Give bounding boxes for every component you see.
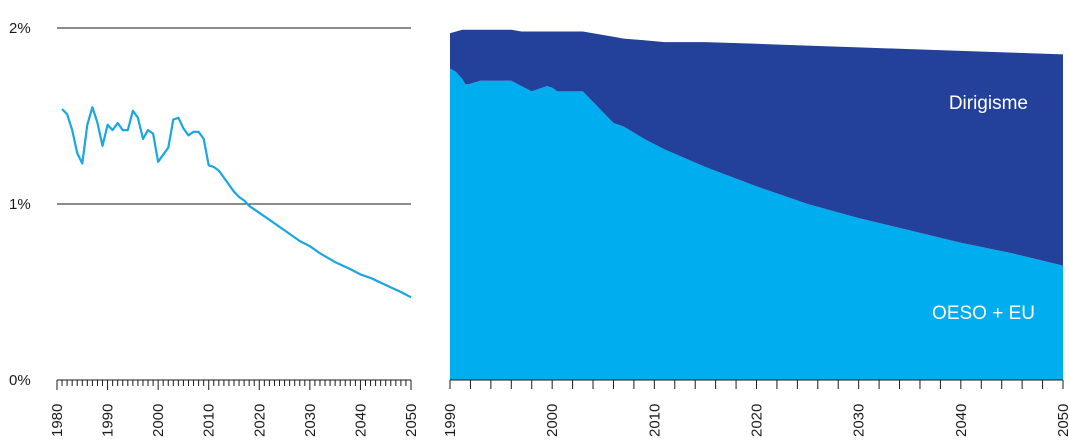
x-tick-label: 2020: [749, 404, 766, 437]
label-oeso-eu: OESO + EU: [932, 303, 1035, 324]
left-line-chart: 2% 1% 0% 1980 1990 2000 2010 2020 2030 2040 2050: [9, 20, 420, 437]
x-tick-label: 2030: [302, 404, 319, 437]
x-tick-label: 2000: [150, 404, 167, 437]
right-area-chart: Dirigisme OESO + EU 1990 2000 2010 2020 2030 20…: [442, 29, 1069, 437]
x-tick-label: 2040: [352, 404, 369, 437]
x-tick-label: 1980: [49, 404, 66, 437]
area-oeso-eu: [450, 68, 1063, 380]
x-tick-label: 2050: [1055, 404, 1069, 437]
y-tick-label: 1%: [9, 196, 31, 213]
x-tick-label: 2010: [646, 404, 663, 437]
x-tick-label: 2050: [403, 404, 420, 437]
y-tick-label: 0%: [9, 372, 31, 389]
x-tick-label: 2030: [851, 404, 868, 437]
label-dirigisme: Dirigisme: [949, 93, 1028, 114]
x-tick-label: 2040: [953, 404, 970, 437]
x-tick-label: 1990: [100, 404, 117, 437]
x-tick-label: 2020: [251, 404, 268, 437]
x-tick-label: 2010: [201, 404, 218, 437]
x-tick-label: 1990: [442, 404, 459, 437]
y-tick-label: 2%: [9, 20, 31, 37]
area-dirigisme: [450, 29, 1063, 266]
x-tick-label: 2000: [544, 404, 561, 437]
series-line: [61, 106, 412, 299]
